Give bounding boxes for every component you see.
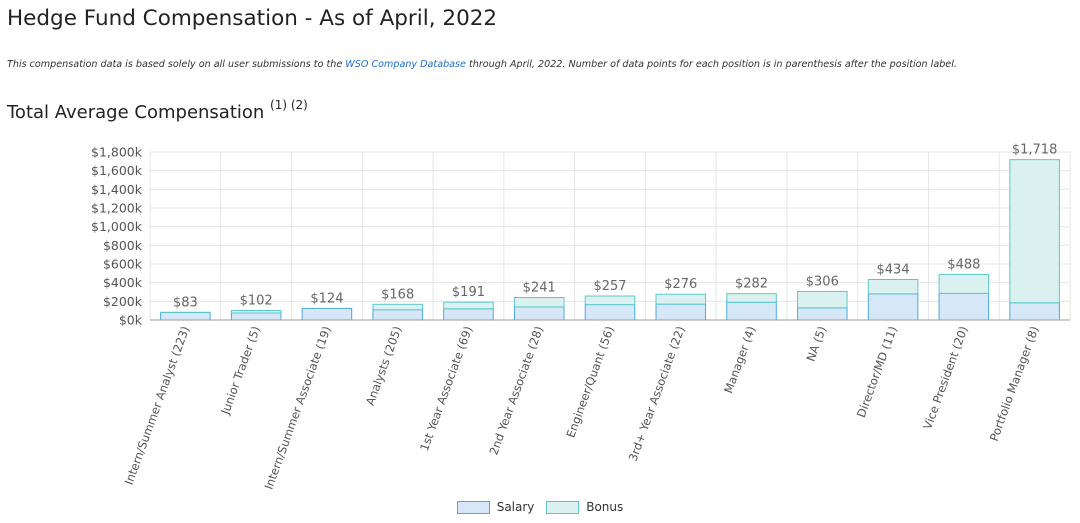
bar-bonus[interactable]	[230, 309, 282, 314]
x-tick-label: Intern/Summer Analyst (223)	[122, 324, 193, 486]
y-tick-label: $400k	[103, 275, 143, 290]
section-title-text: Total Average Compensation	[7, 102, 265, 123]
x-tick-label: 1st Year Associate (69)	[417, 324, 475, 453]
bar-total-label: $434	[877, 262, 910, 277]
y-tick-label: $200k	[103, 294, 143, 309]
bar-salary[interactable]	[301, 307, 353, 321]
bar-total-label: $124	[310, 291, 343, 306]
bar-salary[interactable]	[867, 293, 919, 321]
y-gridlines	[150, 151, 1070, 321]
x-tick-label: NA (5)	[804, 324, 830, 363]
bars: $83 $102 $124 $168 $191 $241 $257 $276 $282 $306 $…	[160, 143, 1060, 321]
bar-total-label: $102	[240, 293, 273, 308]
bar-bonus[interactable]	[726, 293, 777, 303]
bar-total-label: $191	[452, 285, 485, 300]
bar-salary[interactable]	[1009, 302, 1060, 321]
bar-total-label: $168	[381, 287, 414, 302]
y-tick-label: $800k	[103, 238, 143, 253]
bar-total-label: $1,718	[1012, 143, 1058, 158]
x-tick-label: 2nd Year Associate (28)	[486, 324, 546, 456]
bar-salary[interactable]	[938, 292, 990, 321]
bar-salary[interactable]	[797, 307, 848, 321]
bar-total-label: $241	[523, 281, 556, 296]
y-tick-label: $1,200k	[91, 201, 143, 216]
y-axis-labels: $0k $200k $400k $600k $800k $1,000k $1,200k $1,…	[91, 145, 143, 328]
bar-bonus[interactable]	[655, 293, 707, 305]
legend-swatch-salary	[456, 500, 490, 514]
bar-total-label: $257	[593, 279, 626, 294]
bar-bonus[interactable]	[372, 303, 423, 311]
legend-label-bonus: Bonus	[586, 500, 624, 514]
bar-bonus[interactable]	[584, 295, 636, 306]
wso-company-database-link[interactable]: WSO Company Database	[345, 59, 466, 70]
legend-label-salary: Salary	[496, 500, 535, 514]
x-tick-label: Director/MD (11)	[854, 324, 900, 419]
y-tick-label: $1,800k	[91, 145, 143, 160]
y-tick-label: $1,600k	[91, 163, 143, 178]
x-tick-label: Portfolio Manager (8)	[987, 324, 1042, 443]
y-tick-label: $600k	[103, 257, 143, 272]
x-tick-label: Engineer/Quant (56)	[563, 324, 616, 439]
bar-bonus[interactable]	[938, 273, 990, 294]
bar-bonus[interactable]	[443, 301, 494, 310]
bar-salary[interactable]	[584, 304, 636, 321]
bar-salary[interactable]	[513, 306, 565, 321]
x-tick-label: Intern/Summer Associate (19)	[262, 324, 334, 491]
bar-salary[interactable]	[726, 301, 777, 321]
intro-prefix: This compensation data is based solely o…	[7, 59, 343, 70]
x-tick-label: Analysts (205)	[363, 324, 405, 407]
x-tick-label: Manager (4)	[721, 324, 758, 395]
bar-total-label: $276	[664, 277, 697, 292]
y-tick-label: $1,000k	[91, 219, 143, 234]
bar-salary[interactable]	[160, 312, 211, 321]
bar-salary[interactable]	[372, 309, 423, 321]
bar-bonus[interactable]	[1009, 159, 1060, 304]
page-title: Hedge Fund Compensation - As of April, 2…	[7, 6, 498, 31]
chart-legend: Salary Bonus	[0, 500, 1080, 517]
y-tick-label: $0k	[119, 313, 143, 328]
section-footnote-refs[interactable]: (1) (2)	[270, 98, 308, 112]
x-tick-label: Vice President (20)	[920, 324, 970, 431]
bar-total-label: $282	[735, 277, 768, 292]
bar-bonus[interactable]	[867, 278, 919, 295]
compensation-chart: $0k $200k $400k $600k $800k $1,000k $1,200k $1,…	[91, 143, 1071, 491]
x-tick-label: 3rd+ Year Associate (22)	[626, 324, 688, 463]
bar-total-label: $306	[806, 274, 839, 289]
bar-salary[interactable]	[230, 312, 282, 321]
legend-item-salary[interactable]: Salary	[456, 500, 535, 514]
x-axis-labels: Intern/Summer Analyst (223) Junior Trader…	[122, 324, 1042, 491]
bar-salary[interactable]	[655, 303, 707, 321]
legend-item-bonus[interactable]: Bonus	[546, 500, 623, 514]
legend-swatch-bonus	[546, 500, 580, 514]
bar-total-label: $83	[173, 295, 198, 310]
category-separators	[149, 152, 1071, 320]
bar-total-label: $488	[947, 257, 980, 272]
intro-suffix: through April, 2022. Number of data poin…	[469, 59, 957, 70]
intro-text: This compensation data is based solely o…	[7, 59, 957, 70]
bar-salary[interactable]	[443, 308, 494, 321]
y-tick-label: $1,400k	[91, 182, 143, 197]
bar-bonus[interactable]	[797, 290, 848, 309]
section-title: Total Average Compensation (1) (2)	[7, 98, 308, 123]
bar-bonus[interactable]	[513, 297, 565, 308]
x-tick-label: Junior Trader (5)	[218, 324, 263, 417]
